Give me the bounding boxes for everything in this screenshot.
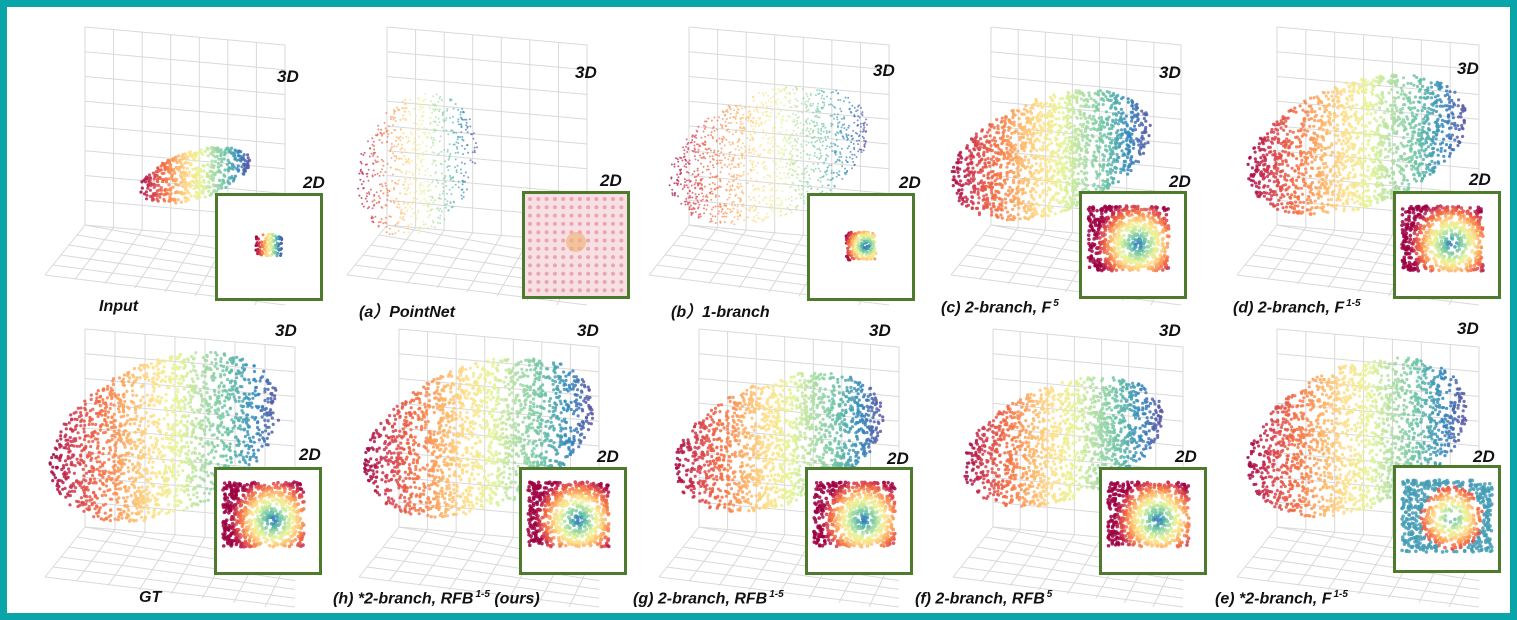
panel-rfb1-5: 3D 2D (g) 2-branch, RFB 1-5 [629, 317, 929, 617]
point-cloud [1246, 356, 1468, 519]
label-3d: 3D [1457, 319, 1479, 339]
label-2d: 2D [299, 445, 321, 465]
label-2d: 2D [303, 173, 325, 193]
inset-map [1400, 478, 1494, 554]
label-3d: 3D [577, 321, 599, 341]
caption-f1-5-star: (e) *2-branch, F 1-5 [1215, 589, 1348, 608]
panel-2-branch-f1-5: 3D 2D (d) 2-branch, F 1-5 [1207, 15, 1509, 317]
caption-ours: (h) *2-branch, RFB 1-5 (ours) [333, 589, 540, 608]
inset-map [844, 230, 878, 262]
label-3d: 3D [873, 61, 895, 81]
caption-rfb1-5: (g) 2-branch, RFB 1-5 [633, 589, 784, 608]
inset-map [525, 194, 627, 296]
2d-inset-gt [214, 467, 322, 575]
2d-inset-rfb5 [1099, 467, 1207, 575]
panel-input: 3D 2D Input [15, 15, 325, 316]
panel-f1-5-star: 3D 2D (e) *2-branch, F 1-5 [1207, 317, 1509, 617]
point-cloud [48, 350, 280, 523]
caption-1-branch: (b）1-branch [671, 298, 770, 322]
2d-inset-input [215, 193, 323, 301]
2d-inset-2-branch-f1-5 [1393, 191, 1501, 299]
label-3d: 3D [1457, 59, 1479, 79]
label-3d: 3D [575, 63, 597, 83]
caption-2-branch-f1-5: (d) 2-branch, F 1-5 [1233, 298, 1361, 317]
label-2d: 2D [1469, 170, 1491, 190]
point-cloud [357, 92, 478, 236]
label-2d: 2D [1175, 447, 1197, 467]
label-2d: 2D [597, 447, 619, 467]
label-2d: 2D [899, 173, 921, 193]
label-3d: 3D [277, 67, 299, 87]
2d-inset-rfb1-5 [805, 467, 913, 575]
2d-inset-ours [519, 467, 627, 575]
label-2d: 2D [1169, 172, 1191, 192]
inset-map [221, 480, 306, 549]
caption-input: Input [99, 298, 138, 316]
panel-gt: 3D 2D GT [15, 317, 325, 617]
3d-plot-gt [44, 328, 296, 608]
point-cloud [668, 86, 868, 226]
panel-1-branch: 3D 2D (b）1-branch [619, 15, 921, 321]
3d-plot-1-branch [648, 26, 890, 306]
inset-map [254, 232, 284, 258]
inset-map [812, 480, 897, 549]
panel-rfb5: 3D 2D (f) 2-branch, RFB 5 [915, 317, 1213, 617]
3d-plot-rfb1-5 [658, 328, 900, 608]
label-2d: 2D [600, 171, 622, 191]
label-3d: 3D [869, 321, 891, 341]
inset-map [1086, 204, 1171, 273]
panel-pointnet: 3D 2D (a）PointNet [317, 15, 630, 321]
point-cloud [139, 145, 252, 205]
point-cloud [950, 89, 1152, 222]
2d-inset-1-branch [807, 193, 915, 301]
label-3d: 3D [1159, 321, 1181, 341]
2d-inset-f1-5-star [1393, 465, 1501, 573]
panel-ours: 3D 2D (h) *2-branch, RFB 1-5 (ours) [329, 317, 629, 617]
label-2d: 2D [1473, 447, 1495, 467]
label-3d: 3D [1159, 63, 1181, 83]
label-3d: 3D [275, 321, 297, 341]
inset-map [1106, 480, 1191, 549]
3d-plot-rfb5 [952, 328, 1184, 608]
inset-map [1400, 204, 1485, 273]
inset-map [526, 480, 611, 549]
3d-axes-box [1236, 26, 1480, 306]
point-cloud [674, 371, 885, 513]
3d-plot-2-branch-f1-5 [1236, 26, 1480, 306]
caption-pointnet: (a）PointNet [359, 298, 455, 322]
label-2d: 2D [887, 449, 909, 469]
3d-axes-box [952, 328, 1184, 608]
caption-gt: GT [139, 589, 161, 607]
2d-inset-pointnet [522, 191, 630, 299]
point-cloud [963, 376, 1164, 508]
point-cloud [1246, 73, 1467, 217]
caption-rfb5: (f) 2-branch, RFB 5 [915, 589, 1052, 608]
2d-inset-2-branch-f5 [1079, 191, 1187, 299]
